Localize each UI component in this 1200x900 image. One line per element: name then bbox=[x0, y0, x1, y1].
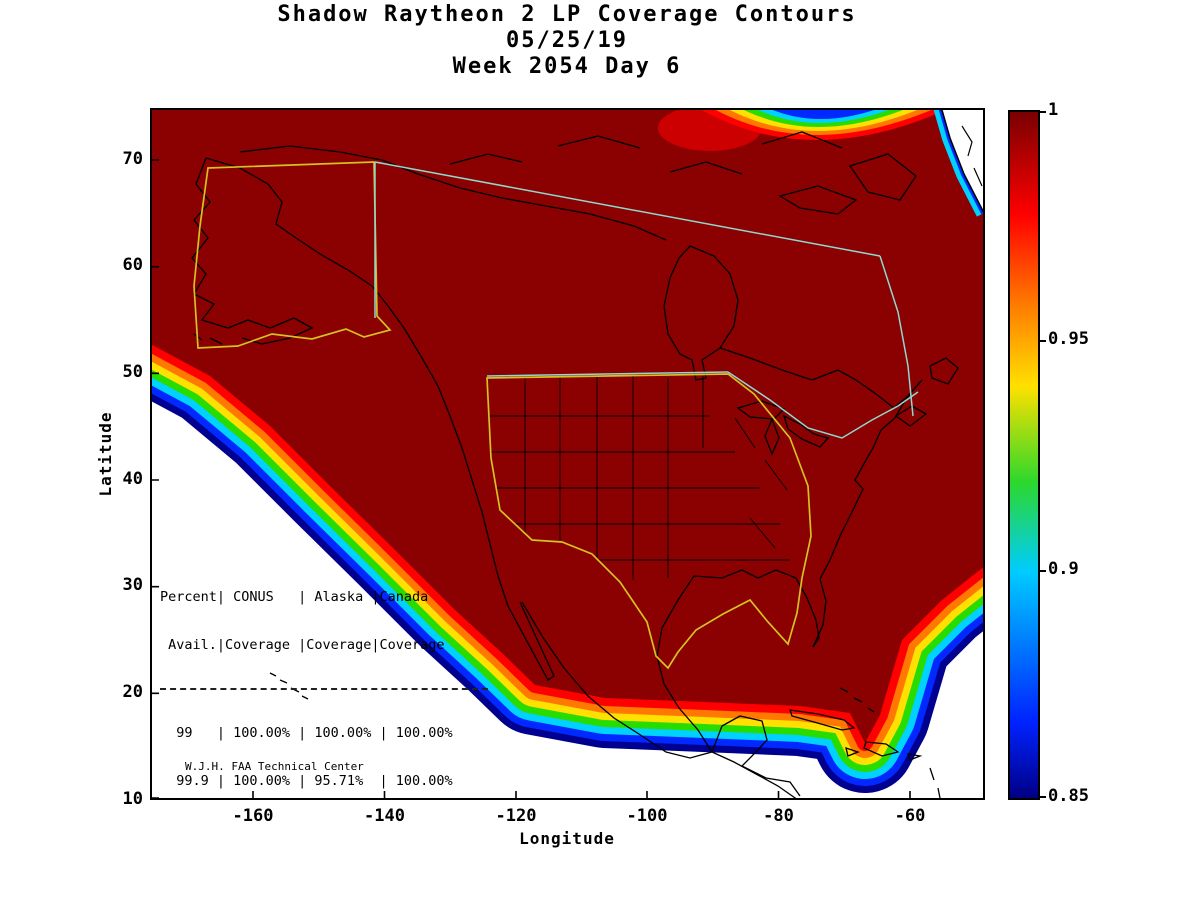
coverage-table: Percent| CONUS | Alaska |Canada Avail.|C… bbox=[160, 557, 488, 800]
x-tick-label: -80 bbox=[763, 806, 794, 826]
x-tick-label: -160 bbox=[232, 806, 274, 826]
title-block: Shadow Raytheon 2 LP Coverage Contours 0… bbox=[0, 2, 1134, 80]
coverage-map-svg bbox=[150, 108, 985, 800]
chart-date: 05/25/19 bbox=[506, 28, 628, 53]
chart-title: Shadow Raytheon 2 LP Coverage Contours bbox=[277, 2, 857, 27]
coverage-table-row-99-9: 99.9 | 100.00% | 95.71% | 100.00% bbox=[160, 773, 453, 789]
service-volume-boundary-layer bbox=[374, 161, 919, 439]
chart-week-day: Week 2054 Day 6 bbox=[452, 54, 682, 79]
full-coverage-region bbox=[150, 108, 985, 743]
map-plot-area: Percent| CONUS | Alaska |Canada Avail.|C… bbox=[150, 108, 985, 800]
x-tick-label: -120 bbox=[495, 806, 537, 826]
colorbar-tick-label: 0.85 bbox=[1048, 786, 1089, 806]
colorbar-tick-label: 1 bbox=[1048, 100, 1059, 120]
alaska-boundary bbox=[193, 161, 392, 349]
x-axis-label: Longitude bbox=[519, 829, 615, 848]
x-tick-label: -140 bbox=[364, 806, 405, 826]
credit-line-2: WAAS Test Team bbox=[185, 799, 364, 800]
colorbar-tick bbox=[1038, 111, 1046, 113]
plot-border bbox=[150, 108, 985, 800]
coverage-table-row-99: 99 | 100.00% | 100.00% | 100.00% bbox=[160, 725, 453, 741]
y-tick-label: 60 bbox=[122, 255, 143, 275]
x-tick-label: -100 bbox=[626, 806, 668, 826]
conus-alaska-boundary-layer bbox=[193, 161, 812, 670]
axis-ticks bbox=[150, 159, 911, 800]
state-borders-layer bbox=[487, 376, 790, 580]
greenland-coastline bbox=[940, 108, 985, 214]
coverage-table-header-1: Percent| CONUS | Alaska |Canada bbox=[160, 589, 429, 605]
coverage-table-divider bbox=[160, 688, 488, 690]
coverage-table-header-2: Avail.|Coverage |Coverage|Coverage bbox=[160, 637, 445, 653]
conus-boundary bbox=[486, 373, 812, 670]
y-axis-label: Latitude bbox=[96, 411, 115, 497]
colorbar-gradient bbox=[1008, 110, 1040, 800]
colorbar-tick-label: 0.95 bbox=[1048, 329, 1089, 349]
colorbar-tick-label: 0.9 bbox=[1048, 559, 1079, 579]
y-tick-label: 70 bbox=[122, 149, 143, 169]
y-tick-label: 20 bbox=[122, 682, 143, 702]
y-tick-label: 40 bbox=[122, 469, 143, 489]
coastlines-layer bbox=[191, 131, 959, 800]
top-edge-fringe bbox=[658, 108, 950, 151]
credit-line-1: W.J.H. FAA Technical Center bbox=[185, 760, 364, 773]
greenland-corner bbox=[933, 108, 985, 217]
x-tick-label: -60 bbox=[894, 806, 926, 826]
y-tick-label: 10 bbox=[122, 789, 143, 809]
colorbar-tick bbox=[1038, 570, 1046, 572]
y-tick-label: 50 bbox=[122, 362, 143, 382]
colorbar-tick bbox=[1038, 796, 1046, 798]
y-tick-label: 30 bbox=[122, 575, 143, 595]
colorbar-tick bbox=[1038, 340, 1046, 342]
credit-block: W.J.H. FAA Technical Center WAAS Test Te… bbox=[185, 734, 364, 800]
